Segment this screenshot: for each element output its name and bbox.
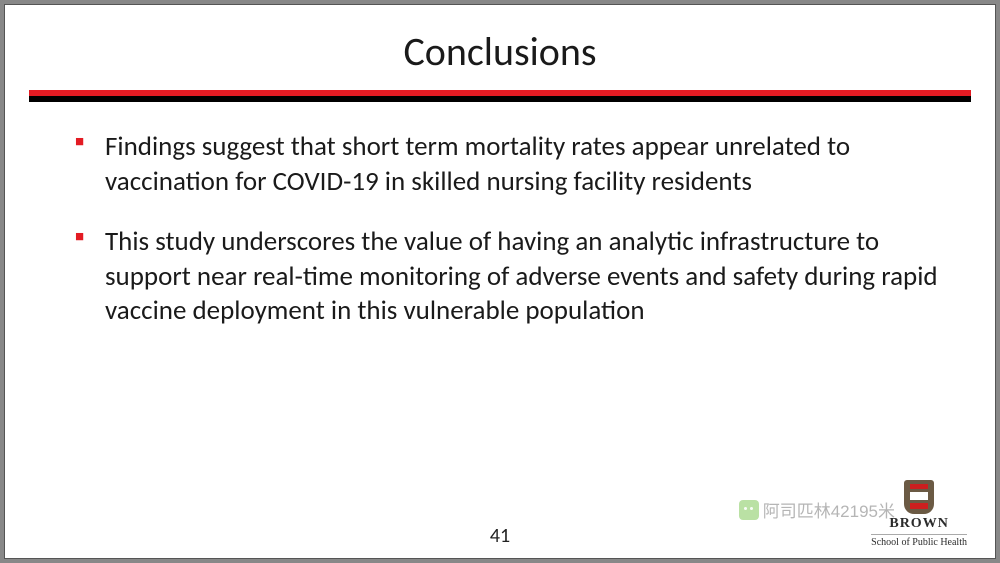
bullet-list: Findings suggest that short term mortali… — [75, 130, 947, 329]
divider — [5, 90, 995, 102]
brown-logo: BROWN School of Public Health — [871, 480, 967, 548]
bullet-item: This study underscores the value of havi… — [75, 225, 947, 329]
logo-name: BROWN — [871, 516, 967, 535]
crest-icon — [904, 480, 934, 514]
logo-school: School of Public Health — [871, 537, 967, 548]
content-area: Findings suggest that short term mortali… — [5, 102, 995, 329]
slide-title: Conclusions — [5, 5, 995, 90]
slide: Conclusions Findings suggest that short … — [4, 4, 996, 559]
bullet-item: Findings suggest that short term mortali… — [75, 130, 947, 199]
slide-frame: Conclusions Findings suggest that short … — [0, 0, 1000, 563]
wechat-icon — [739, 500, 759, 520]
page-number: 41 — [490, 524, 510, 548]
